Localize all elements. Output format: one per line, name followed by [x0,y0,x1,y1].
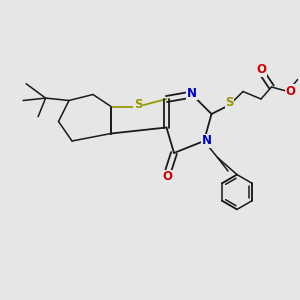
Text: S: S [225,95,234,109]
Text: O: O [285,85,296,98]
Text: N: N [187,86,197,100]
Text: O: O [162,170,172,184]
Text: O: O [256,63,266,76]
Text: S: S [134,98,142,111]
Text: N: N [201,134,212,148]
